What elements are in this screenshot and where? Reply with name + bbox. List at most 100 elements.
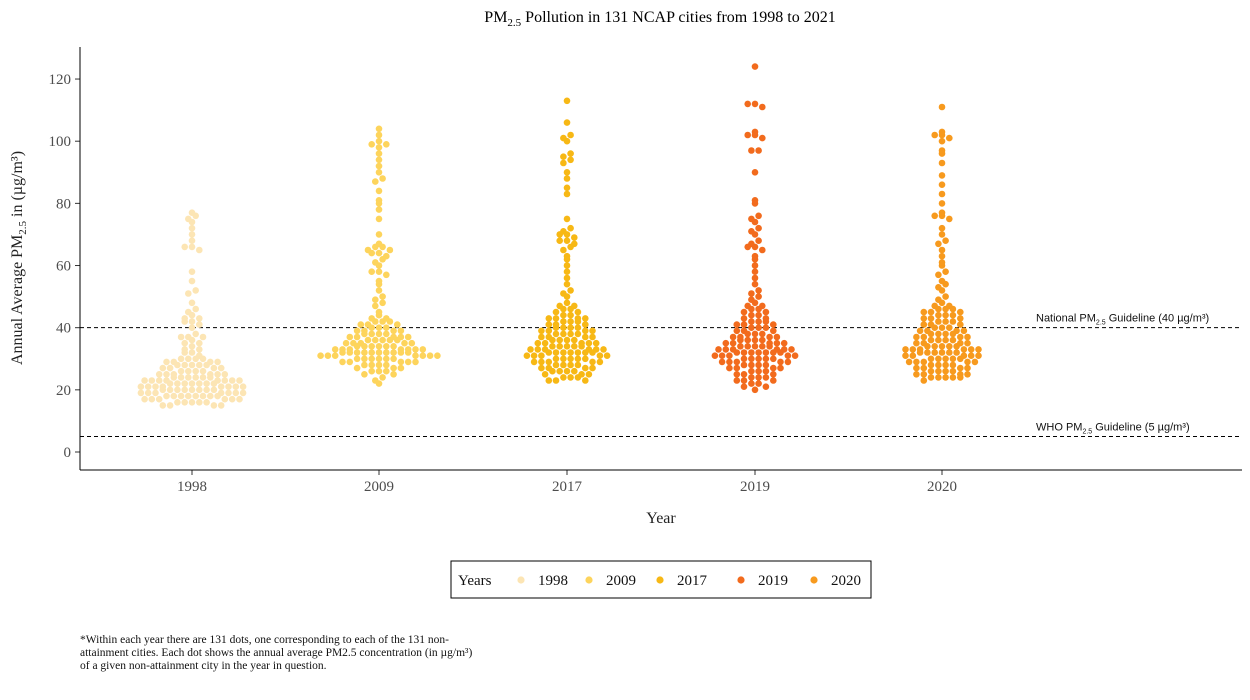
data-point-2017 bbox=[552, 321, 560, 328]
data-point-2020 bbox=[935, 336, 942, 344]
data-point-1998 bbox=[228, 395, 236, 403]
data-point-2019 bbox=[740, 377, 748, 384]
data-point-2017 bbox=[560, 349, 567, 356]
data-point-1998 bbox=[207, 392, 214, 400]
data-point-2017 bbox=[534, 346, 542, 353]
data-point-2009 bbox=[394, 321, 401, 328]
data-point-2017 bbox=[563, 97, 571, 105]
data-point-2009 bbox=[390, 349, 397, 356]
data-point-2020 bbox=[938, 246, 946, 254]
data-point-2017 bbox=[567, 361, 574, 369]
data-point-2020 bbox=[927, 321, 935, 328]
data-point-2009 bbox=[375, 197, 383, 204]
data-point-1998 bbox=[228, 377, 236, 384]
data-point-2009 bbox=[375, 125, 383, 133]
data-point-1998 bbox=[221, 371, 229, 378]
data-point-1998 bbox=[217, 383, 225, 391]
data-point-2020 bbox=[960, 346, 968, 353]
data-point-2009 bbox=[368, 367, 376, 375]
data-point-1998 bbox=[207, 358, 214, 366]
data-point-2019 bbox=[755, 224, 762, 232]
data-point-1998 bbox=[188, 343, 196, 350]
data-point-2009 bbox=[383, 315, 390, 322]
data-point-2020 bbox=[949, 336, 957, 344]
reference-line-label: National PM2.5 Guideline (40 µg/m³) bbox=[1036, 313, 1209, 327]
data-point-2009 bbox=[331, 346, 339, 353]
data-point-2017 bbox=[538, 333, 545, 341]
legend-swatch bbox=[737, 576, 745, 584]
data-point-2009 bbox=[390, 364, 397, 372]
data-point-2019 bbox=[744, 343, 751, 350]
data-point-2009 bbox=[434, 352, 441, 360]
data-point-2017 bbox=[574, 315, 582, 322]
data-point-2009 bbox=[375, 268, 383, 276]
data-point-2019 bbox=[744, 131, 751, 139]
data-point-2017 bbox=[545, 315, 553, 322]
data-point-2020 bbox=[964, 358, 971, 366]
data-point-2020 bbox=[946, 324, 953, 332]
data-point-2019 bbox=[770, 321, 777, 328]
data-point-2020 bbox=[920, 364, 928, 372]
data-point-2009 bbox=[361, 361, 368, 369]
data-point-2017 bbox=[585, 339, 593, 347]
data-point-2017 bbox=[589, 333, 596, 341]
data-point-2019 bbox=[748, 349, 755, 356]
data-point-2009 bbox=[375, 215, 383, 223]
data-point-2009 bbox=[419, 352, 427, 360]
data-point-2020 bbox=[938, 200, 946, 207]
data-point-2017 bbox=[556, 302, 563, 310]
data-point-2009 bbox=[397, 346, 405, 353]
data-point-2019 bbox=[759, 330, 766, 338]
data-point-2020 bbox=[942, 330, 949, 338]
data-point-2009 bbox=[364, 321, 372, 328]
data-point-2020 bbox=[946, 215, 953, 223]
data-point-1998 bbox=[174, 386, 181, 394]
data-point-2020 bbox=[920, 358, 928, 366]
data-point-2019 bbox=[755, 318, 762, 325]
data-point-2019 bbox=[751, 274, 759, 282]
data-point-2020 bbox=[938, 128, 946, 136]
data-point-2009 bbox=[383, 252, 390, 260]
data-point-2009 bbox=[397, 358, 405, 366]
data-point-2009 bbox=[390, 327, 397, 335]
data-point-1998 bbox=[199, 367, 207, 375]
data-point-2019 bbox=[770, 377, 777, 384]
data-point-1998 bbox=[225, 389, 232, 397]
data-point-2009 bbox=[372, 336, 379, 344]
data-point-2020 bbox=[946, 302, 953, 310]
data-point-1998 bbox=[225, 383, 232, 391]
data-point-2019 bbox=[748, 367, 755, 375]
data-point-1998 bbox=[137, 389, 145, 397]
data-point-2019 bbox=[733, 358, 741, 366]
data-point-1998 bbox=[185, 290, 192, 297]
data-point-2009 bbox=[375, 361, 383, 369]
data-point-2017 bbox=[582, 333, 589, 341]
reference-lines: National PM2.5 Guideline (40 µg/m³) WHO P… bbox=[80, 313, 1242, 437]
data-point-2017 bbox=[545, 321, 553, 328]
data-point-2019 bbox=[755, 374, 762, 381]
data-point-1998 bbox=[217, 389, 225, 397]
data-point-2009 bbox=[379, 299, 386, 307]
data-point-2017 bbox=[563, 175, 571, 182]
data-point-2020 bbox=[942, 374, 949, 381]
data-point-2017 bbox=[585, 346, 593, 353]
data-point-2017 bbox=[552, 377, 560, 384]
data-point-1998 bbox=[177, 374, 185, 381]
data-point-2019 bbox=[744, 100, 751, 108]
data-point-2017 bbox=[589, 358, 596, 366]
data-point-2017 bbox=[530, 352, 538, 360]
data-point-2019 bbox=[755, 293, 762, 300]
data-point-2020 bbox=[938, 190, 946, 198]
data-point-2020 bbox=[949, 367, 957, 375]
data-point-2019 bbox=[770, 355, 777, 363]
data-point-2019 bbox=[762, 315, 770, 322]
data-point-2009 bbox=[379, 374, 386, 381]
data-point-2009 bbox=[408, 339, 416, 347]
data-point-2020 bbox=[902, 352, 909, 360]
data-point-2017 bbox=[552, 330, 560, 338]
data-point-1998 bbox=[210, 364, 218, 372]
data-point-2020 bbox=[960, 352, 968, 360]
data-point-2019 bbox=[748, 215, 755, 223]
data-point-2020 bbox=[949, 355, 957, 363]
data-point-2017 bbox=[574, 355, 582, 363]
